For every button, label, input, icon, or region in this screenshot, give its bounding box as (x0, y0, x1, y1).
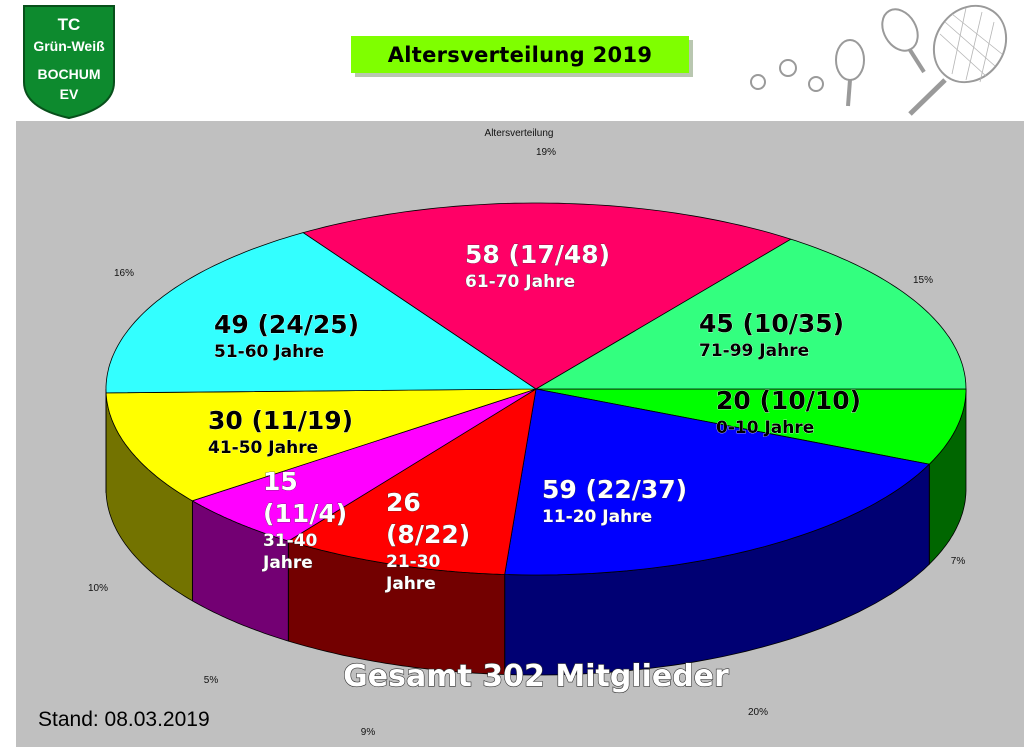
slice-value-label: 45 (10/35) (699, 309, 844, 338)
slice-category-label: 61-70 Jahre (465, 272, 575, 292)
slice-category-label: Jahre (385, 574, 436, 594)
logo-line-3: BOCHUM (38, 66, 101, 82)
percent-label: 19% (536, 147, 556, 158)
title-banner: Altersverteilung 2019 (351, 36, 689, 73)
slice-category-label: 11-20 Jahre (542, 507, 652, 527)
logo-line-2: Grün-Weiß (33, 38, 105, 54)
percent-label: 10% (88, 583, 108, 594)
slice-category-label: 0-10 Jahre (716, 418, 814, 438)
slice-category-label: Jahre (262, 553, 313, 573)
slice-value-label: 15 (263, 467, 298, 496)
club-logo: TC Grün-Weiß BOCHUM EV (23, 5, 115, 120)
percent-label: 15% (913, 275, 933, 286)
logo-line-4: EV (60, 86, 79, 102)
pie-slice-2 (504, 388, 931, 576)
percent-label: 9% (361, 727, 376, 738)
percent-label: 16% (114, 268, 134, 279)
pie-slice-6 (105, 232, 538, 394)
percent-label: 20% (748, 707, 768, 718)
total-members-label: Gesamt 302 Mitglieder (343, 659, 729, 694)
stand-date: Stand: 08.03.2019 (38, 708, 210, 731)
slice-category-label: 31-40 (263, 531, 318, 551)
slice-value-label: 59 (22/37) (542, 475, 687, 504)
slice-value-label: 49 (24/25) (214, 310, 359, 339)
slice-category-label: 71-99 Jahre (699, 341, 809, 361)
logo-line-1: TC (58, 15, 81, 34)
pie-slice-5 (105, 388, 537, 502)
slice-value-label: 26 (386, 488, 421, 517)
pie-slice-3 (287, 388, 537, 575)
slice-split-label: (11/4) (263, 499, 347, 528)
slice-category-label: 41-50 Jahre (208, 438, 318, 458)
slice-category-label: 21-30 (386, 552, 441, 572)
percent-label: 7% (951, 556, 966, 567)
chart-panel: Altersverteilung 7% 20% 9% 5% 10% 16% 19% 15% 2… (16, 121, 1024, 747)
pie-slice-7 (302, 202, 792, 390)
page-title: Altersverteilung 2019 (387, 42, 653, 67)
slice-value-label: 30 (11/19) (208, 406, 353, 435)
percent-label: 5% (204, 675, 219, 686)
tennis-racket-illustration (750, 4, 1008, 116)
chart-title: Altersverteilung (485, 128, 554, 139)
pie-slice-8 (534, 238, 967, 390)
pie-chart: Altersverteilung 7% 20% 9% 5% 10% 16% 19% 15% 2… (88, 128, 967, 738)
slice-value-label: 20 (10/10) (716, 386, 861, 415)
pie-slice-1 (535, 388, 967, 465)
slice-category-label: 51-60 Jahre (214, 342, 324, 362)
slice-value-label: 58 (17/48) (465, 240, 610, 269)
slice-split-label: (8/22) (386, 520, 470, 549)
pie-slice-4 (191, 388, 537, 542)
